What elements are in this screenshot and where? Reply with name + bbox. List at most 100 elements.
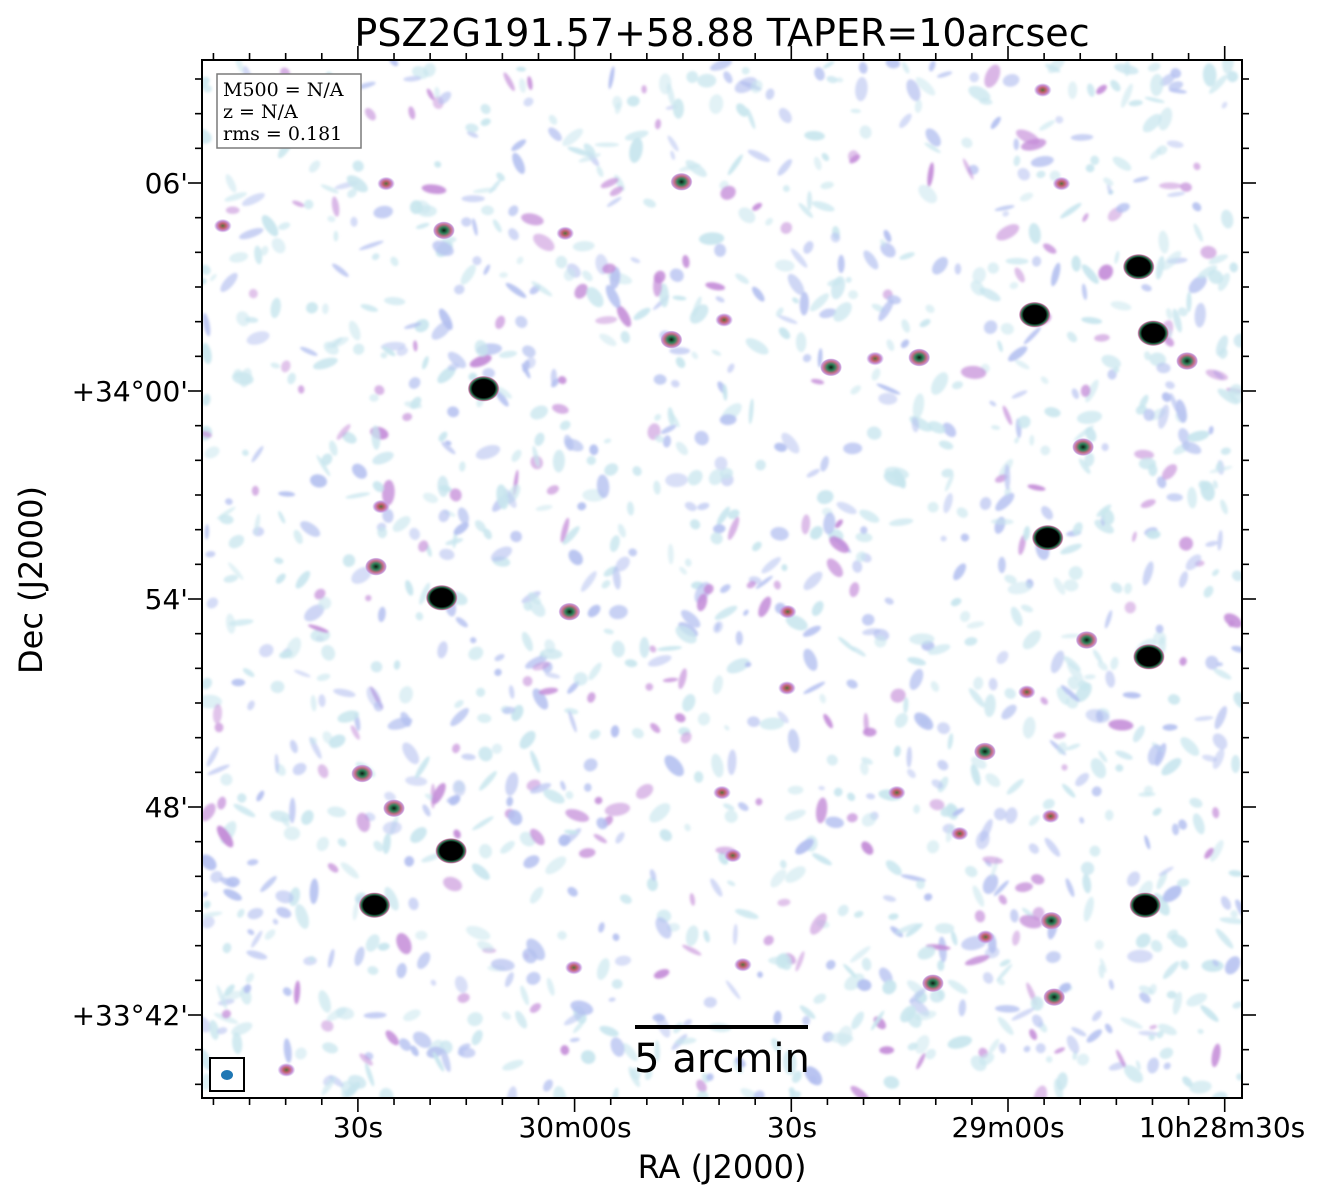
noise-blob <box>380 352 388 359</box>
noise-blob <box>356 812 371 833</box>
noise-blob <box>475 444 501 460</box>
noise-blob <box>1221 101 1228 109</box>
noise-blob <box>995 492 1015 511</box>
noise-blob <box>583 783 592 792</box>
noise-blob <box>650 722 661 733</box>
noise-blob <box>457 993 470 1003</box>
noise-blob <box>1115 750 1133 760</box>
noise-blob <box>209 273 217 282</box>
noise-blob <box>1104 809 1114 821</box>
noise-blob <box>611 979 623 989</box>
noise-blob <box>396 962 407 979</box>
noise-blob <box>937 722 951 735</box>
noise-blob <box>1062 783 1076 798</box>
noise-blob <box>1144 351 1151 361</box>
noise-blob <box>455 617 468 628</box>
noise-blob <box>403 76 422 82</box>
noise-blob <box>209 1019 219 1040</box>
noise-blob <box>775 259 795 272</box>
noise-blob <box>795 332 807 353</box>
noise-blob <box>672 295 687 301</box>
noise-blob <box>1205 655 1219 670</box>
noise-blob <box>373 701 384 712</box>
noise-blob <box>1149 352 1167 367</box>
noise-blob <box>578 848 596 858</box>
noise-blob <box>494 668 502 676</box>
noise-blob <box>1139 394 1149 409</box>
noise-blob <box>1189 797 1203 808</box>
radio-source <box>713 785 731 800</box>
noise-blob <box>1079 816 1085 824</box>
noise-blob <box>894 713 908 728</box>
noise-blob <box>457 1047 476 1058</box>
noise-blob <box>895 923 920 934</box>
noise-blob <box>499 272 508 278</box>
noise-blob <box>526 971 541 985</box>
noise-blob <box>1092 1010 1102 1022</box>
noise-blob <box>563 1011 586 1026</box>
noise-blob <box>1150 73 1164 97</box>
noise-blob <box>573 1020 585 1034</box>
noise-blob <box>893 469 906 489</box>
noise-blob <box>327 863 339 873</box>
noise-blob <box>991 425 1001 430</box>
noise-blob <box>546 485 559 495</box>
noise-blob <box>662 435 672 448</box>
noise-blob <box>622 1043 638 1062</box>
noise-blob <box>1156 1030 1164 1039</box>
noise-blob <box>626 95 640 107</box>
noise-blob <box>806 468 820 478</box>
noise-blob <box>1030 996 1044 1011</box>
x-tick-label: 30m00s <box>518 1111 631 1144</box>
noise-blob <box>438 308 453 331</box>
noise-blob <box>846 813 858 823</box>
noise-blob <box>1194 302 1206 328</box>
noise-blob <box>694 430 709 446</box>
noise-blob <box>415 930 428 941</box>
noise-blob <box>614 955 632 966</box>
noise-blob <box>617 523 626 538</box>
noise-blob <box>996 964 1013 982</box>
noise-blob <box>944 473 954 492</box>
y-axis-label: Dec (J2000) <box>12 486 50 674</box>
noise-blob <box>674 1037 697 1045</box>
info-rms: rms = 0.181 <box>223 123 342 145</box>
noise-blob <box>1168 81 1184 91</box>
noise-blob <box>1098 750 1108 763</box>
noise-blob <box>1058 982 1072 994</box>
noise-blob <box>861 957 872 971</box>
noise-blob <box>555 255 568 269</box>
noise-blob <box>932 256 948 275</box>
noise-blob <box>884 597 894 605</box>
noise-blob <box>825 816 844 829</box>
noise-blob <box>582 270 593 282</box>
noise-blob <box>1197 1028 1204 1034</box>
noise-blob <box>682 694 696 712</box>
noise-blob <box>774 442 787 452</box>
noise-blob <box>1005 807 1018 824</box>
noise-blob <box>1002 74 1020 87</box>
noise-blob <box>696 593 708 612</box>
noise-blob <box>1203 585 1214 598</box>
noise-blob <box>1159 1047 1174 1059</box>
noise-blob <box>314 588 326 600</box>
noise-blob <box>859 509 880 523</box>
noise-blob <box>994 205 1015 212</box>
noise-blob <box>1091 786 1102 797</box>
noise-blob <box>781 432 800 454</box>
noise-blob <box>1101 354 1121 369</box>
noise-blob <box>300 521 321 537</box>
noise-blob <box>1124 582 1132 595</box>
noise-blob <box>925 304 935 314</box>
noise-blob <box>628 548 638 557</box>
noise-blob <box>738 802 749 811</box>
noise-blob <box>408 106 416 120</box>
noise-blob <box>937 71 953 78</box>
noise-blob <box>1013 155 1021 167</box>
noise-blob <box>533 233 555 252</box>
noise-blob <box>1156 145 1168 156</box>
noise-blob <box>612 933 620 941</box>
noise-blob <box>1212 733 1228 750</box>
noise-blob <box>753 1090 765 1098</box>
noise-blob <box>653 274 662 297</box>
